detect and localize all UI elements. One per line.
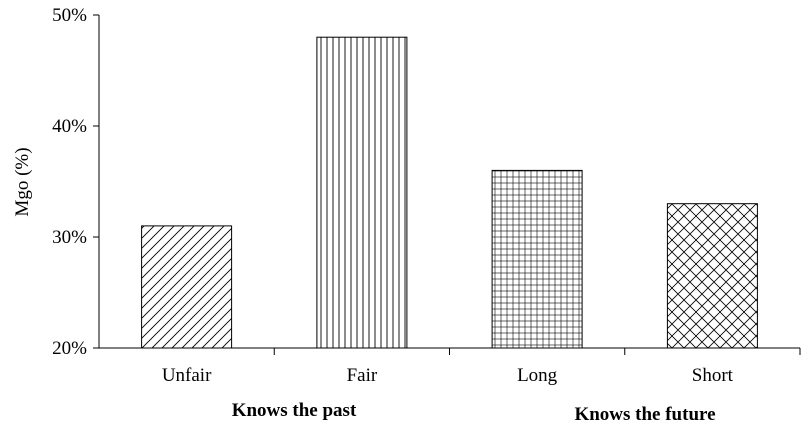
bars-layer: [141, 36, 758, 349]
x-tick-label: Long: [517, 365, 558, 386]
labels: 20% 30% 40% 50% Unfair Fair Long Short Knows the…: [52, 5, 734, 425]
y-tick-label: 30%: [52, 227, 87, 248]
bar-unfair: [141, 225, 233, 349]
bar-short: [666, 203, 758, 349]
x-tick-label: Short: [692, 365, 734, 386]
x-tick-label: Fair: [347, 365, 378, 386]
bar-long: [491, 169, 583, 349]
y-tick-label: 20%: [52, 338, 87, 359]
bar-fair: [316, 36, 408, 349]
y-tick-label: 50%: [52, 5, 87, 26]
y-axis-label: Mgo (%): [12, 147, 33, 216]
group-label: Knows the past: [232, 400, 357, 421]
y-tick-label: 40%: [52, 116, 87, 137]
x-tick-label: Unfair: [162, 365, 212, 386]
group-label: Knows the future: [574, 404, 715, 425]
axes: [93, 14, 801, 355]
